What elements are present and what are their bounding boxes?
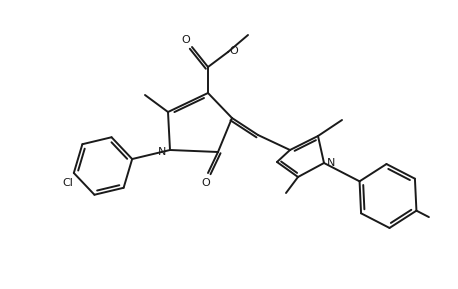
- Text: O: O: [182, 35, 191, 45]
- Text: O: O: [202, 178, 210, 188]
- Text: Cl: Cl: [62, 178, 73, 188]
- Text: N: N: [327, 158, 335, 168]
- Text: N: N: [158, 147, 166, 157]
- Text: O: O: [229, 46, 238, 56]
